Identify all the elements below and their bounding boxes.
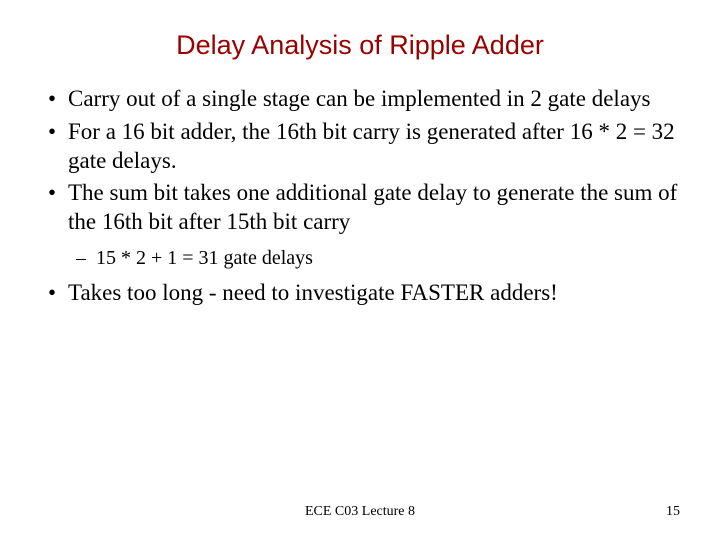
sub-bullet-list: 15 * 2 + 1 = 31 gate delays: [40, 245, 680, 271]
footer-center-text: ECE C03 Lecture 8: [0, 504, 720, 520]
sub-bullet-item: 15 * 2 + 1 = 31 gate delays: [40, 245, 680, 271]
bullet-item: Carry out of a single stage can be imple…: [40, 85, 680, 114]
bullet-item: The sum bit takes one additional gate de…: [40, 179, 680, 237]
slide-title: Delay Analysis of Ripple Adder: [40, 30, 680, 61]
bullet-item: For a 16 bit adder, the 16th bit carry i…: [40, 118, 680, 176]
slide-container: Delay Analysis of Ripple Adder Carry out…: [0, 0, 720, 540]
main-bullet-list: Carry out of a single stage can be imple…: [40, 85, 680, 237]
slide-number: 15: [666, 504, 680, 520]
bullet-item: Takes too long - need to investigate FAS…: [40, 279, 680, 308]
main-bullet-list-2: Takes too long - need to investigate FAS…: [40, 279, 680, 308]
